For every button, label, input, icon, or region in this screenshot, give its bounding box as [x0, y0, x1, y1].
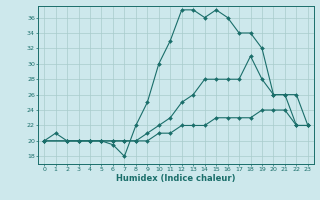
X-axis label: Humidex (Indice chaleur): Humidex (Indice chaleur) [116, 174, 236, 183]
